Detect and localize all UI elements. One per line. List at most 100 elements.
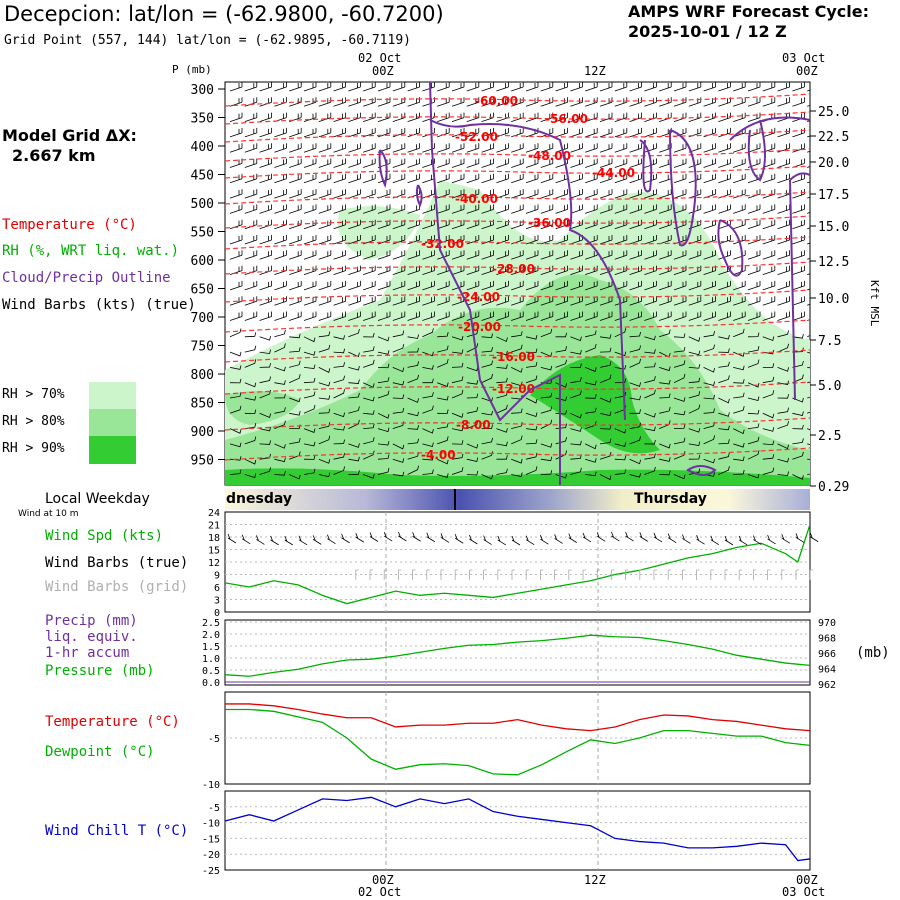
surface-wind-barb-grid	[355, 569, 359, 580]
wind-barb	[437, 422, 449, 429]
wind-barb	[807, 227, 810, 230]
wind-barb	[762, 363, 775, 368]
wind-barb	[348, 82, 361, 92]
wind-barb	[481, 347, 493, 353]
wind-barb	[733, 311, 746, 321]
wind-barb	[348, 280, 361, 291]
wind-barb	[451, 143, 465, 153]
surface-wind-barb-true	[483, 535, 492, 545]
wind-barb	[333, 143, 346, 153]
wind-barb	[747, 265, 761, 275]
wind-barb	[540, 235, 554, 245]
wind-barb	[570, 280, 583, 291]
wind-barb	[585, 330, 597, 338]
wind-barb	[318, 250, 332, 260]
wind-barb	[511, 422, 523, 429]
wind-barb	[392, 280, 406, 291]
wind-barb	[703, 158, 716, 168]
wind-barb	[644, 439, 656, 445]
temperature-contour-label: -32.00	[421, 237, 464, 251]
wind-barb	[659, 470, 671, 476]
wind-barb	[244, 112, 258, 122]
wind-barb	[703, 173, 716, 184]
wind-barb	[570, 82, 583, 92]
wind-barb	[303, 311, 317, 321]
wind-barb	[733, 392, 745, 399]
wind-barb	[688, 364, 701, 369]
wind-barb	[377, 127, 391, 138]
wind-barb	[274, 366, 286, 372]
wind-barb	[540, 158, 554, 168]
wind-barb	[437, 311, 450, 321]
wind-barb	[762, 427, 775, 432]
wind-barb	[318, 381, 331, 387]
wind-barb	[511, 296, 524, 306]
wind-barb	[525, 439, 538, 445]
wind-barb	[792, 219, 805, 230]
wind-barb	[511, 381, 523, 387]
surface-wind-barb-true	[767, 534, 776, 545]
wind-barb	[481, 127, 494, 138]
wind-barb	[363, 450, 375, 460]
wind-barb	[259, 389, 271, 399]
wind-barb	[762, 349, 775, 355]
wind-barb	[422, 469, 434, 475]
wind-barb	[777, 219, 790, 230]
wind-barb	[629, 219, 642, 230]
wind-barb	[481, 82, 494, 92]
wind-barb	[570, 204, 583, 214]
wind-barb	[540, 173, 554, 184]
wind-barb	[229, 365, 242, 370]
wind-barb	[422, 351, 434, 357]
wind-barb	[792, 296, 805, 306]
wind-barb	[807, 150, 810, 153]
wind-barb	[437, 458, 449, 465]
label-windchill: Wind Chill T (°C)	[45, 823, 189, 839]
surface-wind-barb-grid	[369, 569, 373, 580]
wind-tick-label: 18	[208, 533, 220, 544]
wind-tick-label: 3	[214, 596, 220, 607]
wind-barb	[422, 250, 435, 260]
wind-barb	[747, 82, 761, 92]
surface-wind-barb-grid	[398, 569, 402, 580]
wind-barb	[703, 143, 716, 153]
wind-barb	[688, 454, 701, 460]
wind-barb	[525, 425, 538, 431]
wind-barb	[659, 311, 672, 321]
wind-barb	[585, 471, 597, 477]
wind-barb	[244, 311, 258, 321]
wind-barb	[629, 265, 642, 275]
wind-barb	[807, 288, 810, 291]
wind-barb	[792, 143, 805, 153]
wind-barb	[673, 173, 687, 184]
wind-barb	[585, 82, 598, 92]
wind-barb	[747, 346, 760, 353]
wind-barb	[348, 443, 360, 448]
temperature-line	[225, 703, 811, 732]
wind-barb	[629, 112, 642, 122]
wind-barb	[481, 437, 493, 445]
wind-barb	[644, 389, 656, 399]
wind-barb	[244, 158, 258, 168]
wind-barb	[407, 250, 420, 260]
wind-barb	[466, 407, 479, 414]
wind-barb	[348, 351, 360, 358]
wind-barb	[466, 470, 479, 476]
wind-barb	[718, 375, 730, 384]
rh90-area	[530, 355, 660, 454]
wind-barb	[555, 189, 568, 199]
wind-barb	[585, 235, 598, 245]
wind-barb	[303, 280, 317, 291]
wind-barb	[496, 468, 508, 475]
wind-barb	[348, 173, 361, 184]
wind-barb	[733, 469, 745, 475]
wind-barb	[318, 408, 331, 414]
temperature-contour-label: -60.00	[475, 94, 518, 108]
wind-barb	[555, 250, 568, 260]
wind-barb	[274, 158, 287, 168]
wind-barb	[496, 280, 509, 291]
wind-barb	[644, 311, 657, 321]
pressure-tick-label: 700	[191, 311, 214, 326]
wind-barb	[733, 379, 745, 384]
label-wind-barbs-grid: Wind Barbs (grid)	[45, 579, 189, 595]
